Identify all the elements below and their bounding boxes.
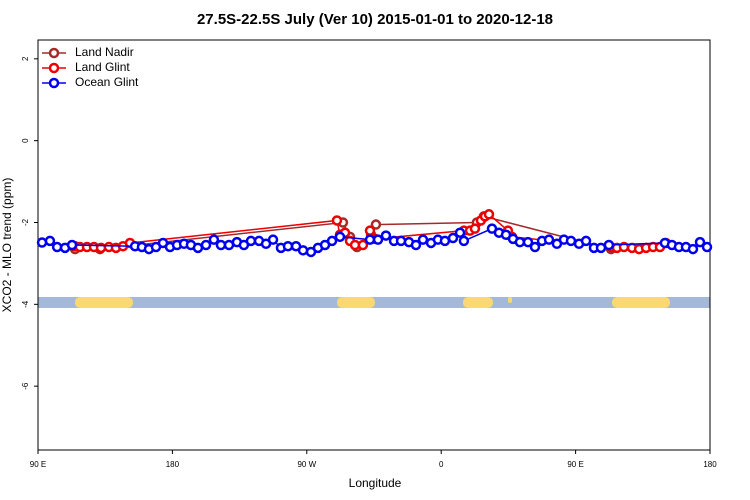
land-strip <box>508 297 512 303</box>
data-point <box>580 235 592 247</box>
data-point <box>454 227 466 238</box>
data-point <box>447 232 459 244</box>
series <box>36 223 713 258</box>
land-ocean-strip <box>38 297 710 308</box>
x-tick-label: 90 E <box>30 460 46 469</box>
data-point <box>267 234 279 245</box>
data-point <box>458 235 470 247</box>
data-point <box>543 234 555 245</box>
data-point <box>687 243 699 255</box>
data-point <box>245 235 257 247</box>
legend-marker <box>48 77 60 89</box>
data-point <box>334 231 346 243</box>
legend-label: Land Nadir <box>75 45 134 59</box>
y-tick-label: -4 <box>21 300 30 308</box>
data-point <box>483 209 495 220</box>
x-tick-label: 90 E <box>567 460 583 469</box>
x-tick-label: 0 <box>439 460 444 469</box>
data-point <box>694 236 706 248</box>
land-strip <box>463 297 493 308</box>
data-point <box>357 239 369 251</box>
data-point <box>439 235 451 247</box>
data-point <box>370 219 382 230</box>
y-tick-label: -2 <box>21 218 30 226</box>
data-point <box>66 239 78 251</box>
data-point <box>469 223 481 234</box>
data-point <box>410 239 422 251</box>
data-point <box>395 235 407 247</box>
y-tick-label: 0 <box>21 138 30 143</box>
data-point <box>701 241 713 253</box>
data-point <box>380 230 392 241</box>
land-strip <box>612 297 670 308</box>
land-strip <box>337 297 375 308</box>
data-point <box>529 241 541 253</box>
data-point <box>364 234 376 245</box>
data-point <box>208 234 220 245</box>
data-point <box>44 235 56 247</box>
legend-marker <box>48 47 60 59</box>
data-point <box>364 225 376 236</box>
legend-label: Ocean Glint <box>75 75 139 89</box>
y-tick-label: -6 <box>21 382 30 390</box>
data-point <box>565 235 577 247</box>
data-point <box>372 234 384 245</box>
data-point <box>326 235 338 247</box>
data-point <box>514 236 526 248</box>
data-point <box>215 239 227 251</box>
data-point <box>200 239 212 251</box>
data-point <box>417 234 429 245</box>
data-point <box>522 236 534 248</box>
y-axis-label: XCO2 - MLO trend (ppm) <box>0 178 14 313</box>
data-point <box>282 240 294 252</box>
x-axis-label: Longitude <box>349 476 402 490</box>
x-tick-label: 180 <box>703 460 717 469</box>
land-strip <box>75 297 133 308</box>
x-tick-label: 180 <box>166 460 180 469</box>
y-tick-label: 2 <box>21 56 30 61</box>
legend-label: Land Glint <box>75 60 130 74</box>
chart-title: 27.5S-22.5S July (Ver 10) 2015-01-01 to … <box>197 11 553 28</box>
x-tick-label: 90 W <box>297 460 316 469</box>
data-point <box>603 239 615 251</box>
legend-marker <box>48 62 60 74</box>
data-point <box>331 215 343 226</box>
data-point <box>192 242 204 254</box>
